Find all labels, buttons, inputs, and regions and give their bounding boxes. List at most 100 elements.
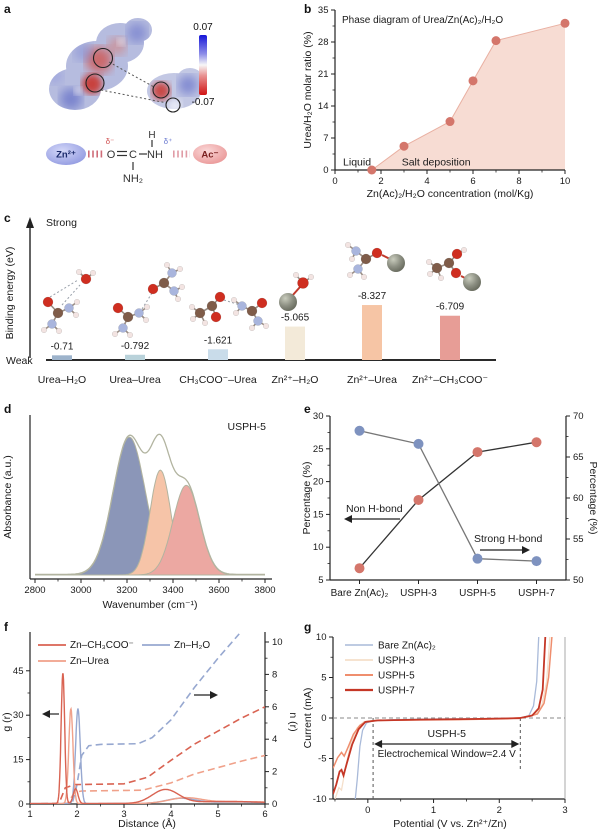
svg-text:USPH-7: USPH-7 <box>518 588 555 599</box>
svg-text:1: 1 <box>27 809 32 820</box>
svg-text:Zn²⁺–CH₃COO⁻: Zn²⁺–CH₃COO⁻ <box>412 374 488 386</box>
svg-text:Urea–H₂O: Urea–H₂O <box>38 374 86 386</box>
svg-text:5: 5 <box>321 673 326 684</box>
svg-text:-10: -10 <box>313 794 327 805</box>
svg-text:30: 30 <box>13 710 24 721</box>
zn-cation-label: Zn²⁺ <box>56 150 76 161</box>
esp-highlight-circle-4 <box>165 97 181 113</box>
svg-text:USPH-5: USPH-5 <box>227 421 266 433</box>
panel-label-c: c <box>4 211 11 225</box>
svg-text:Binding energy (eV): Binding energy (eV) <box>4 247 16 340</box>
svg-text:28: 28 <box>318 37 329 48</box>
svg-text:6: 6 <box>262 809 267 820</box>
svg-text:3: 3 <box>562 805 567 816</box>
svg-text:Urea/H₂O molar ratio (%): Urea/H₂O molar ratio (%) <box>302 31 314 148</box>
panel-d: d 2800 3000 3200 3400 3600 3800 USPH-5 Absorban… <box>0 400 300 618</box>
svg-text:3600: 3600 <box>208 585 229 596</box>
panel-label-g: g <box>304 620 312 634</box>
svg-text:50: 50 <box>573 575 584 586</box>
svg-text:20: 20 <box>313 477 324 488</box>
svg-text:Zn²⁺–Urea: Zn²⁺–Urea <box>347 374 397 386</box>
delta-plus-label: δ⁺ <box>164 137 173 146</box>
ac-anion-ellipse <box>193 144 227 164</box>
svg-text:3800: 3800 <box>254 585 275 596</box>
svg-text:n (r): n (r) <box>287 712 299 731</box>
panel-label-d: d <box>4 402 12 416</box>
svg-text:1: 1 <box>431 805 436 816</box>
svg-text:USPH-5: USPH-5 <box>459 588 496 599</box>
svg-text:Urea–Urea: Urea–Urea <box>109 374 161 386</box>
svg-text:-8.327: -8.327 <box>358 291 387 302</box>
colorbar-max: 0.07 <box>193 22 213 33</box>
svg-text:Bare Zn(Ac)₂: Bare Zn(Ac)₂ <box>378 641 436 652</box>
svg-text:Liquid: Liquid <box>343 157 371 169</box>
svg-text:USPH-3: USPH-3 <box>378 656 415 667</box>
svg-text:14: 14 <box>318 101 329 112</box>
panel-label-e: e <box>304 402 311 416</box>
svg-text:2800: 2800 <box>24 585 45 596</box>
svg-text:0: 0 <box>18 799 23 810</box>
molecule-urea-h2o <box>40 268 97 335</box>
svg-text:10: 10 <box>313 542 324 553</box>
svg-text:Distance (Å): Distance (Å) <box>118 817 176 830</box>
molecule-zn-acetate <box>425 246 481 291</box>
svg-text:Non H-bond: Non H-bond <box>346 503 403 515</box>
svg-text:5: 5 <box>318 575 323 586</box>
svg-text:USPH-7: USPH-7 <box>378 686 415 697</box>
svg-text:Phase diagram of Urea/Zn(Ac)₂/: Phase diagram of Urea/Zn(Ac)₂/H₂O <box>342 15 503 26</box>
svg-text:0: 0 <box>323 165 328 176</box>
svg-text:2: 2 <box>74 809 79 820</box>
panel-label-b: b <box>304 2 312 16</box>
panel-a: a <box>0 0 300 205</box>
svg-text:USPH-5: USPH-5 <box>427 728 466 740</box>
oxygen-label: O <box>107 149 116 161</box>
svg-text:-5.065: -5.065 <box>281 313 310 324</box>
svg-text:0: 0 <box>332 176 337 187</box>
svg-text:2: 2 <box>272 767 277 778</box>
lsv-chart: 0 1 2 3 -10 -5 0 5 10 USPH-5 Electrochemical Windo… <box>302 632 568 830</box>
panel-label-a: a <box>4 2 11 16</box>
svg-text:30: 30 <box>313 411 324 422</box>
svg-text:-1.621: -1.621 <box>204 335 233 346</box>
svg-text:25: 25 <box>313 444 324 455</box>
nh2-label: NH₂ <box>123 173 143 185</box>
svg-text:65: 65 <box>573 452 584 463</box>
svg-text:35: 35 <box>318 5 329 16</box>
h-label: H <box>148 130 155 141</box>
svg-text:Weak: Weak <box>6 355 33 367</box>
svg-text:Wavenumber (cm⁻¹): Wavenumber (cm⁻¹) <box>103 599 198 611</box>
svg-text:70: 70 <box>573 411 584 422</box>
molecule-acetate-urea <box>188 291 270 332</box>
svg-text:0: 0 <box>321 713 326 724</box>
bonding-schematic: Zn²⁺ δ⁻ O C NH H δ⁺ NH₂ Ac⁻ <box>46 130 227 185</box>
svg-text:0: 0 <box>365 805 370 816</box>
svg-text:6: 6 <box>470 176 475 187</box>
svg-text:USPH-5: USPH-5 <box>378 671 415 682</box>
panel-b: b 0 2 4 6 8 10 0 7 14 21 28 35 Phase diagram of Urea… <box>300 0 600 205</box>
svg-text:6: 6 <box>272 702 277 713</box>
svg-text:3: 3 <box>121 809 126 820</box>
binding-energy-chart: Strong Weak Binding energy (eV) -0.71 Urea–H… <box>4 217 496 386</box>
svg-text:USPH-3: USPH-3 <box>400 588 437 599</box>
nh-label: NH <box>147 149 163 161</box>
ac-anion-label: Ac⁻ <box>201 150 218 161</box>
svg-text:8: 8 <box>272 669 277 680</box>
esp-surface-graphic <box>49 18 203 113</box>
svg-text:Absorbance (a.u.): Absorbance (a.u.) <box>2 455 14 538</box>
svg-text:21: 21 <box>318 69 329 80</box>
colorbar-gradient <box>199 35 207 95</box>
carbon-label: C <box>129 149 137 161</box>
svg-text:Current (mA): Current (mA) <box>302 688 314 749</box>
svg-text:3400: 3400 <box>162 585 183 596</box>
svg-text:7: 7 <box>323 133 328 144</box>
panel-c: c Strong Weak Binding energy (eV) -0.71 Urea… <box>0 205 600 400</box>
svg-text:10: 10 <box>272 637 283 648</box>
svg-text:55: 55 <box>573 534 584 545</box>
svg-text:-0.71: -0.71 <box>51 341 74 352</box>
svg-text:-5: -5 <box>318 754 326 765</box>
svg-text:Zn²⁺–H₂O: Zn²⁺–H₂O <box>272 374 319 386</box>
svg-text:60: 60 <box>573 493 584 504</box>
svg-text:15: 15 <box>13 755 24 766</box>
molecule-urea-urea <box>111 261 186 339</box>
